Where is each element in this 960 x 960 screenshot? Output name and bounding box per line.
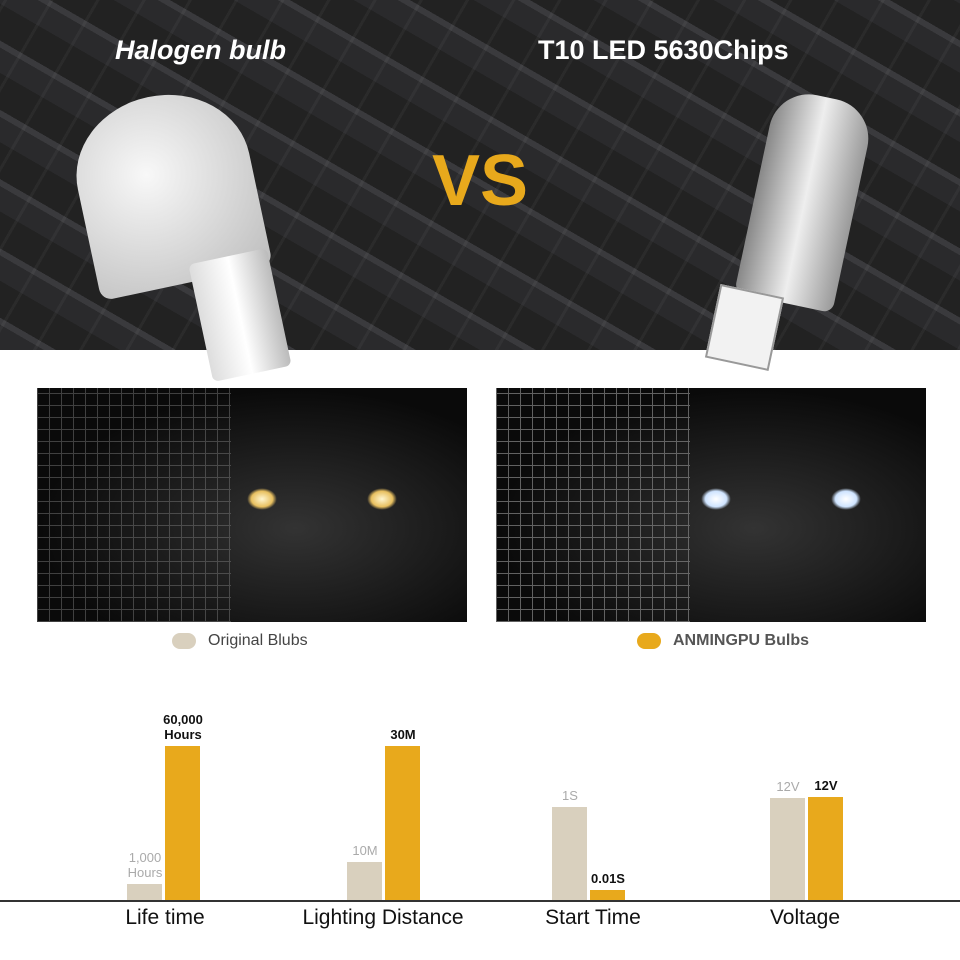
value-label: 60,000 Hours <box>163 712 203 742</box>
anmingpu-bulbs-photo <box>496 388 926 622</box>
legend-label: Original Blubs <box>208 632 308 649</box>
value-label: 1S <box>562 788 578 803</box>
bar-anmingpu <box>590 890 625 900</box>
bar-anmingpu <box>385 746 420 900</box>
original-bulbs-photo <box>37 388 467 622</box>
bar-anmingpu <box>165 746 200 900</box>
vs-text: VS <box>432 141 529 221</box>
led-bulb-base <box>704 284 785 371</box>
bar-original <box>552 807 587 900</box>
category-label: Voltage <box>769 906 841 929</box>
value-label: 1,000 Hours <box>127 850 163 880</box>
value-label: 10M <box>352 843 378 858</box>
category-label: Life time <box>125 906 205 929</box>
bar-original <box>127 884 162 900</box>
bar-anmingpu <box>808 797 843 900</box>
halogen-title: Halogen bulb <box>115 35 286 65</box>
category-label: Lighting Distance <box>302 906 464 929</box>
led-title: T10 LED 5630Chips <box>538 35 789 65</box>
value-label: 12V <box>814 778 838 793</box>
legend-swatch-original <box>172 633 196 649</box>
legend-swatch-anmingpu <box>637 633 661 649</box>
value-label: 0.01S <box>591 871 625 886</box>
legend-original: Original Blubs <box>172 632 308 650</box>
legend-label: ANMINGPU Bulbs <box>673 632 809 649</box>
value-label: 12V <box>776 779 800 794</box>
bar-original <box>347 862 382 900</box>
value-label: 30M <box>390 727 416 742</box>
category-label: Start Time <box>545 906 641 929</box>
legend-anmingpu: ANMINGPU Bulbs <box>637 632 809 650</box>
x-axis <box>0 900 960 902</box>
bar-original <box>770 798 805 900</box>
